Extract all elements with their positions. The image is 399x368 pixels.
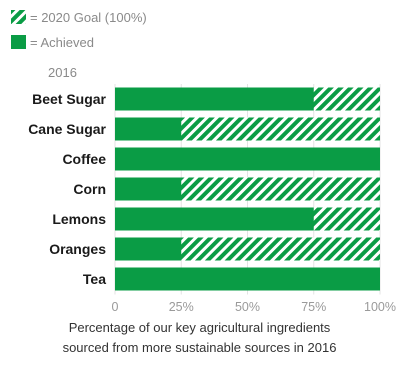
achieved-bar-tea (115, 267, 380, 291)
category-label-beet-sugar: Beet Sugar (32, 91, 106, 107)
x-tick-label: 75% (301, 300, 326, 314)
legend-goal-label: = 2020 Goal (100%) (30, 10, 147, 25)
chart-caption: Percentage of our key agricultural ingre… (0, 318, 399, 358)
category-label-cane-sugar: Cane Sugar (28, 121, 106, 137)
legend: = 2020 Goal (100%) = Achieved (11, 10, 147, 50)
achieved-bar-lemons (115, 207, 314, 231)
x-tick-label: 0 (112, 300, 119, 314)
x-tick-label: 50% (235, 300, 260, 314)
x-axis-ticks: 0 25% 50% 75% 100% (112, 300, 396, 314)
category-label-lemons: Lemons (52, 211, 106, 227)
category-label-oranges: Oranges (49, 241, 106, 257)
legend-achieved-label: = Achieved (30, 35, 94, 50)
category-label-coffee: Coffee (62, 151, 106, 167)
caption-line-2: sourced from more sustainable sources in… (62, 340, 337, 355)
x-tick-label: 25% (169, 300, 194, 314)
achieved-bar-beet-sugar (115, 87, 314, 111)
legend-goal-swatch (11, 10, 26, 24)
achieved-bar-cane-sugar (115, 117, 182, 141)
category-label-corn: Corn (73, 181, 106, 197)
caption-line-1: Percentage of our key agricultural ingre… (68, 320, 331, 335)
category-labels: Beet Sugar Cane Sugar Coffee Corn Lemons Oran… (28, 91, 106, 287)
x-tick-label: 100% (364, 300, 396, 314)
achieved-bar-coffee (115, 147, 380, 171)
legend-achieved-swatch (11, 35, 26, 49)
achieved-bar-oranges (115, 237, 182, 261)
category-label-tea: Tea (83, 271, 106, 287)
bars (115, 87, 380, 291)
year-label: 2016 (48, 65, 77, 80)
achieved-bar-corn (115, 177, 182, 201)
